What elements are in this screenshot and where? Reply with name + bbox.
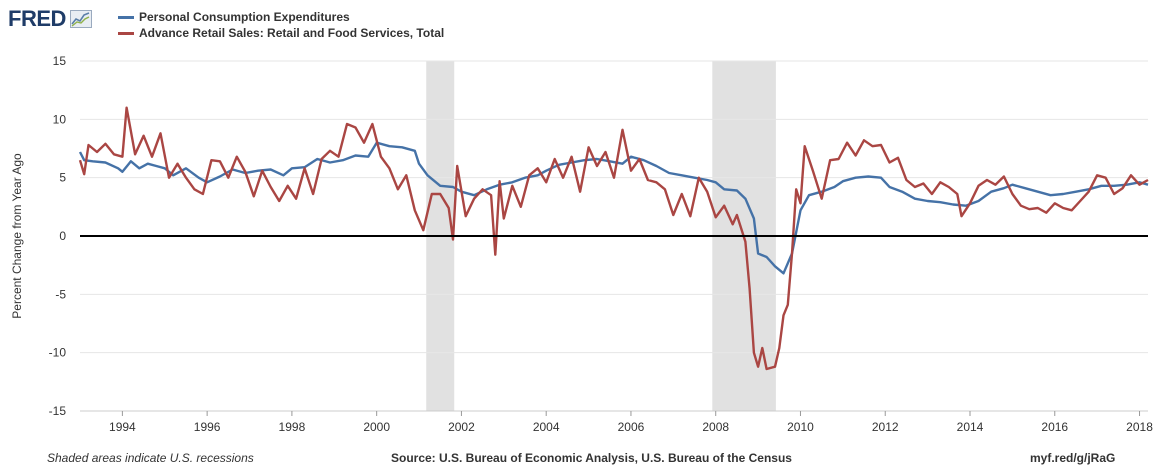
x-tick-label: 2000 <box>363 420 390 434</box>
fred-logo-text: FRED <box>8 6 66 31</box>
y-tick-label: -15 <box>49 404 67 418</box>
x-tick-label: 2008 <box>702 420 729 434</box>
series-line-retail-sales <box>78 106 1149 371</box>
x-tick-label: 2004 <box>533 420 560 434</box>
y-tick-label: 10 <box>53 112 67 126</box>
x-tick-label: 2012 <box>872 420 899 434</box>
x-tick-label: 1996 <box>194 420 221 434</box>
fred-logo[interactable]: FRED <box>8 6 92 32</box>
x-tick-label: 2010 <box>787 420 814 434</box>
y-tick-label: -10 <box>49 346 67 360</box>
x-tick-label: 2018 <box>1126 420 1153 434</box>
y-tick-label: 5 <box>59 171 66 185</box>
short-url-link[interactable]: myf.red/g/jRaG <box>1030 451 1116 465</box>
x-tick-label: 1998 <box>279 420 306 434</box>
x-tick-label: 2002 <box>448 420 475 434</box>
legend-swatch-pce <box>118 15 134 19</box>
legend-item-pce[interactable]: Personal Consumption Expenditures <box>118 9 444 25</box>
y-tick-label: 15 <box>53 54 67 68</box>
legend-swatch-retail-sales <box>118 31 134 35</box>
recession-note: Shaded areas indicate U.S. recessions <box>47 451 254 465</box>
y-tick-label: 0 <box>59 229 66 243</box>
y-tick-label: -5 <box>55 287 66 301</box>
x-tick-label: 2014 <box>957 420 984 434</box>
line-chart[interactable]: 15 10 5 0 -5 -10 -15 1994 1996 1998 2000 2002 2004 2… <box>0 0 1168 445</box>
chart-legend: Personal Consumption Expenditures Advanc… <box>118 9 444 41</box>
x-tick-label: 2006 <box>618 420 645 434</box>
legend-label-pce: Personal Consumption Expenditures <box>139 10 350 24</box>
legend-label-retail-sales: Advance Retail Sales: Retail and Food Se… <box>139 26 445 40</box>
line-graph-icon <box>69 10 92 28</box>
x-tick-label: 1994 <box>109 420 136 434</box>
legend-item-retail-sales[interactable]: Advance Retail Sales: Retail and Food Se… <box>118 25 444 41</box>
x-tick-label: 2016 <box>1041 420 1068 434</box>
source-note: Source: U.S. Bureau of Economic Analysis… <box>391 451 792 465</box>
